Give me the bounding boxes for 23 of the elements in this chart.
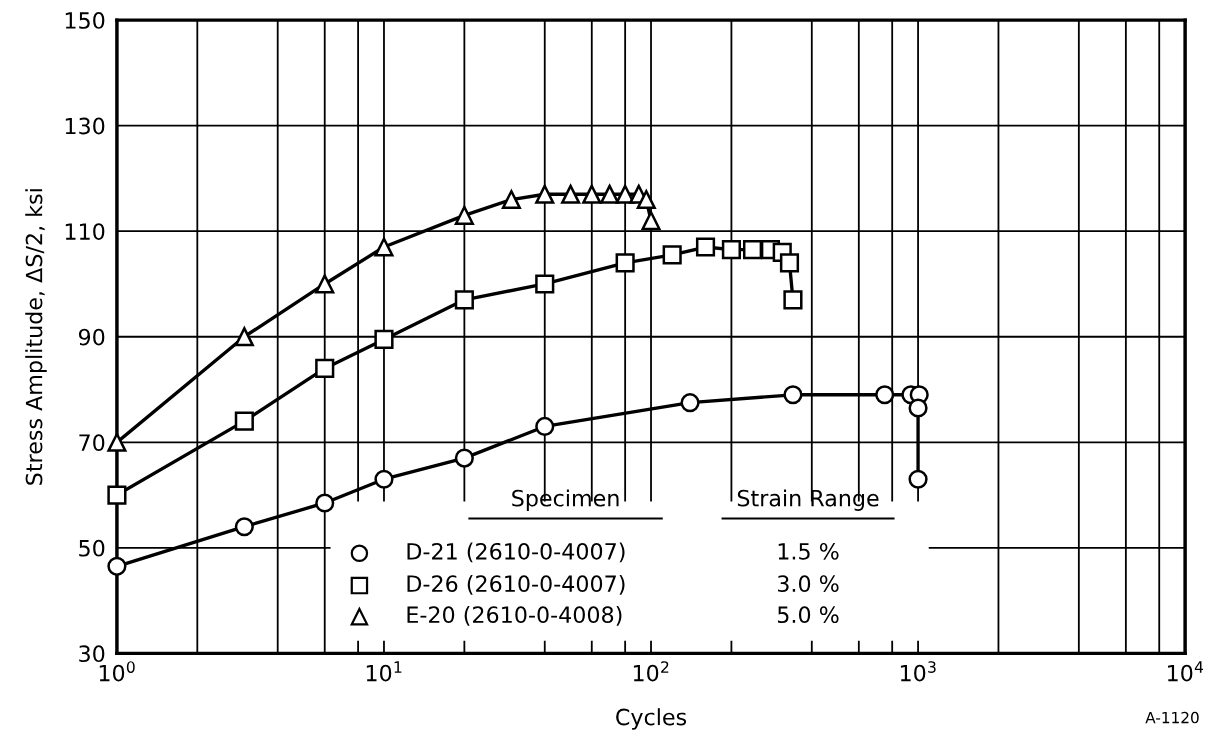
legend-label: D-26 (2610-0-4007)	[407, 574, 625, 595]
y-tick-label: 130	[65, 117, 105, 135]
x-tick-label: 10$^{0}$	[99, 661, 135, 682]
legend-label: D-21 (2610-0-4007)	[407, 542, 625, 563]
annotation: 3.0 %	[777, 575, 839, 593]
x-tick-label: 10$^{1}$	[366, 661, 402, 682]
y-tick-label: 30	[79, 645, 105, 663]
y-tick-label: 150	[65, 12, 105, 29]
legend-title: Specimen	[512, 489, 619, 511]
y-axis-title: Stress Amplitude, ΔS/2, ksi	[25, 189, 47, 485]
annotation: 1.5 %	[778, 542, 839, 560]
x-tick-label: 10$^{4}$	[1168, 661, 1204, 682]
x-tick-label: 10$^{2}$	[633, 661, 669, 682]
y-tick-label: 70	[79, 434, 105, 452]
annotation: 5.0 %	[778, 606, 839, 624]
x-tick-label: 10$^{3}$	[900, 661, 936, 682]
text: A-1120	[1145, 711, 1199, 724]
y-tick-label: 90	[78, 328, 105, 346]
y-tick-label: 110	[65, 223, 105, 240]
legend-label: E-20 (2610-0-4008)	[407, 605, 622, 626]
x-axis-title: Cycles	[616, 708, 687, 730]
y-tick-label: 50	[79, 539, 105, 557]
annotation: Strain Range	[737, 489, 879, 511]
